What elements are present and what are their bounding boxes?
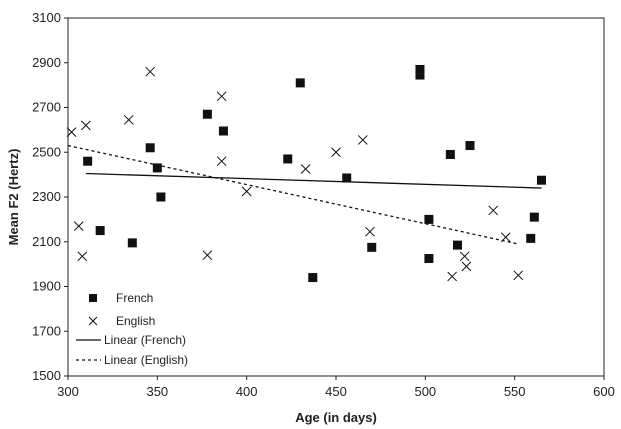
trendline-french (85, 172, 542, 189)
english-point (202, 250, 213, 261)
x-tick-label: 600 (593, 384, 615, 399)
french-point (424, 254, 434, 264)
y-tick-label: 2100 (32, 234, 61, 249)
english-point (216, 156, 227, 167)
y-tick-label: 2300 (32, 189, 61, 204)
english-point (488, 205, 499, 216)
french-point (152, 163, 162, 173)
french-point (218, 126, 228, 136)
english-point (123, 114, 134, 125)
legend-french-swatch (89, 294, 97, 302)
english-point (331, 147, 341, 158)
x-tick-label: 500 (414, 384, 436, 399)
y-tick-label: 2900 (32, 55, 61, 70)
french-point (415, 70, 425, 80)
french-point (452, 240, 462, 250)
french-point (526, 233, 536, 243)
french-point (295, 78, 305, 88)
y-tick-label: 1700 (32, 323, 61, 338)
french-point (342, 173, 352, 183)
french-point (536, 175, 546, 185)
french-point (445, 149, 455, 159)
french-point (308, 273, 318, 283)
y-axis-ticks: 1500 1700 1900 2100 2300 2500 2700 2900 3100 (32, 10, 68, 383)
y-tick-label: 2700 (32, 100, 61, 115)
english-point (81, 120, 91, 131)
french-point (83, 156, 93, 166)
y-tick-label: 1500 (32, 368, 61, 383)
english-point (461, 261, 472, 272)
legend: French English Linear (French) Linear (E… (76, 291, 188, 367)
y-tick-label: 2500 (32, 144, 61, 159)
english-point (241, 186, 252, 197)
english-point (365, 226, 375, 237)
french-point (145, 143, 155, 153)
x-tick-label: 350 (146, 384, 168, 399)
legend-english-label: English (116, 314, 155, 328)
legend-linear-french-label: Linear (French) (104, 333, 186, 347)
x-tick-label: 550 (504, 384, 526, 399)
english-point (300, 164, 311, 174)
x-axis-ticks: 300 350 400 450 500 550 600 (57, 376, 615, 399)
french-point (202, 109, 212, 119)
x-tick-label: 400 (236, 384, 258, 399)
english-point (357, 135, 368, 145)
english-point (513, 270, 524, 281)
french-point (529, 212, 539, 222)
french-point (367, 242, 377, 252)
legend-english-swatch (88, 316, 98, 326)
french-point (465, 141, 475, 151)
english-point (216, 91, 227, 102)
english-point (66, 127, 77, 137)
x-tick-label: 300 (57, 384, 79, 399)
y-axis-title: Mean F2 (Hertz) (6, 149, 21, 246)
trendlines (67, 144, 542, 245)
legend-french-label: French (116, 291, 153, 305)
english-point (447, 271, 457, 282)
english-point (73, 221, 84, 231)
english-point (145, 66, 156, 77)
english-point (77, 251, 88, 262)
english-point (459, 251, 470, 262)
legend-linear-english-label: Linear (English) (104, 353, 188, 367)
x-tick-label: 450 (325, 384, 347, 399)
y-tick-label: 1900 (32, 279, 61, 294)
y-tick-label: 3100 (32, 10, 61, 25)
french-point (127, 238, 137, 248)
trendline-english (67, 144, 519, 245)
french-point (415, 64, 425, 74)
french-point (424, 214, 434, 224)
data-markers (66, 64, 546, 283)
french-point (95, 226, 105, 236)
english-point (500, 232, 511, 243)
french-point (283, 154, 293, 164)
x-axis-title: Age (in days) (295, 410, 377, 425)
french-point (156, 192, 166, 202)
